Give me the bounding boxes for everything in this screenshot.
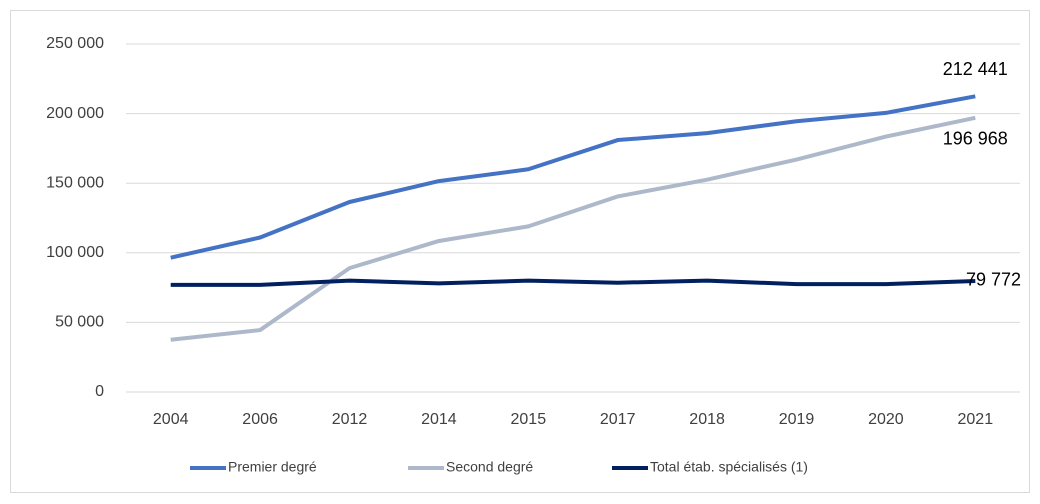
y-tick-label: 200 000 [46, 105, 104, 122]
series-line [170, 94, 976, 260]
data-label: 196 968 [943, 129, 1008, 149]
series-line [170, 278, 976, 287]
x-tick-label: 2014 [421, 411, 457, 428]
x-tick-label: 2020 [868, 411, 904, 428]
data-label: 212 441 [943, 59, 1008, 79]
legend-label: Premier degré [228, 459, 317, 475]
data-label: 79 772 [966, 270, 1021, 290]
x-tick-label: 2021 [958, 411, 994, 428]
chart-border [10, 10, 1030, 493]
y-tick-label: 150 000 [46, 174, 104, 191]
x-tick-label: 2006 [242, 411, 278, 428]
legend-label: Second degré [446, 459, 533, 475]
x-tick-label: 2012 [332, 411, 368, 428]
x-tick-label: 2017 [600, 411, 636, 428]
series-line [170, 115, 976, 342]
y-tick-label: 50 000 [55, 314, 104, 331]
x-tick-label: 2015 [511, 411, 547, 428]
legend-label: Total étab. spécialisés (1) [650, 459, 808, 475]
x-tick-label: 2019 [779, 411, 815, 428]
x-tick-label: 2004 [153, 411, 189, 428]
x-tick-label: 2018 [689, 411, 725, 428]
y-tick-label: 100 000 [46, 244, 104, 261]
y-tick-label: 250 000 [46, 35, 104, 52]
y-tick-label: 0 [95, 383, 104, 400]
